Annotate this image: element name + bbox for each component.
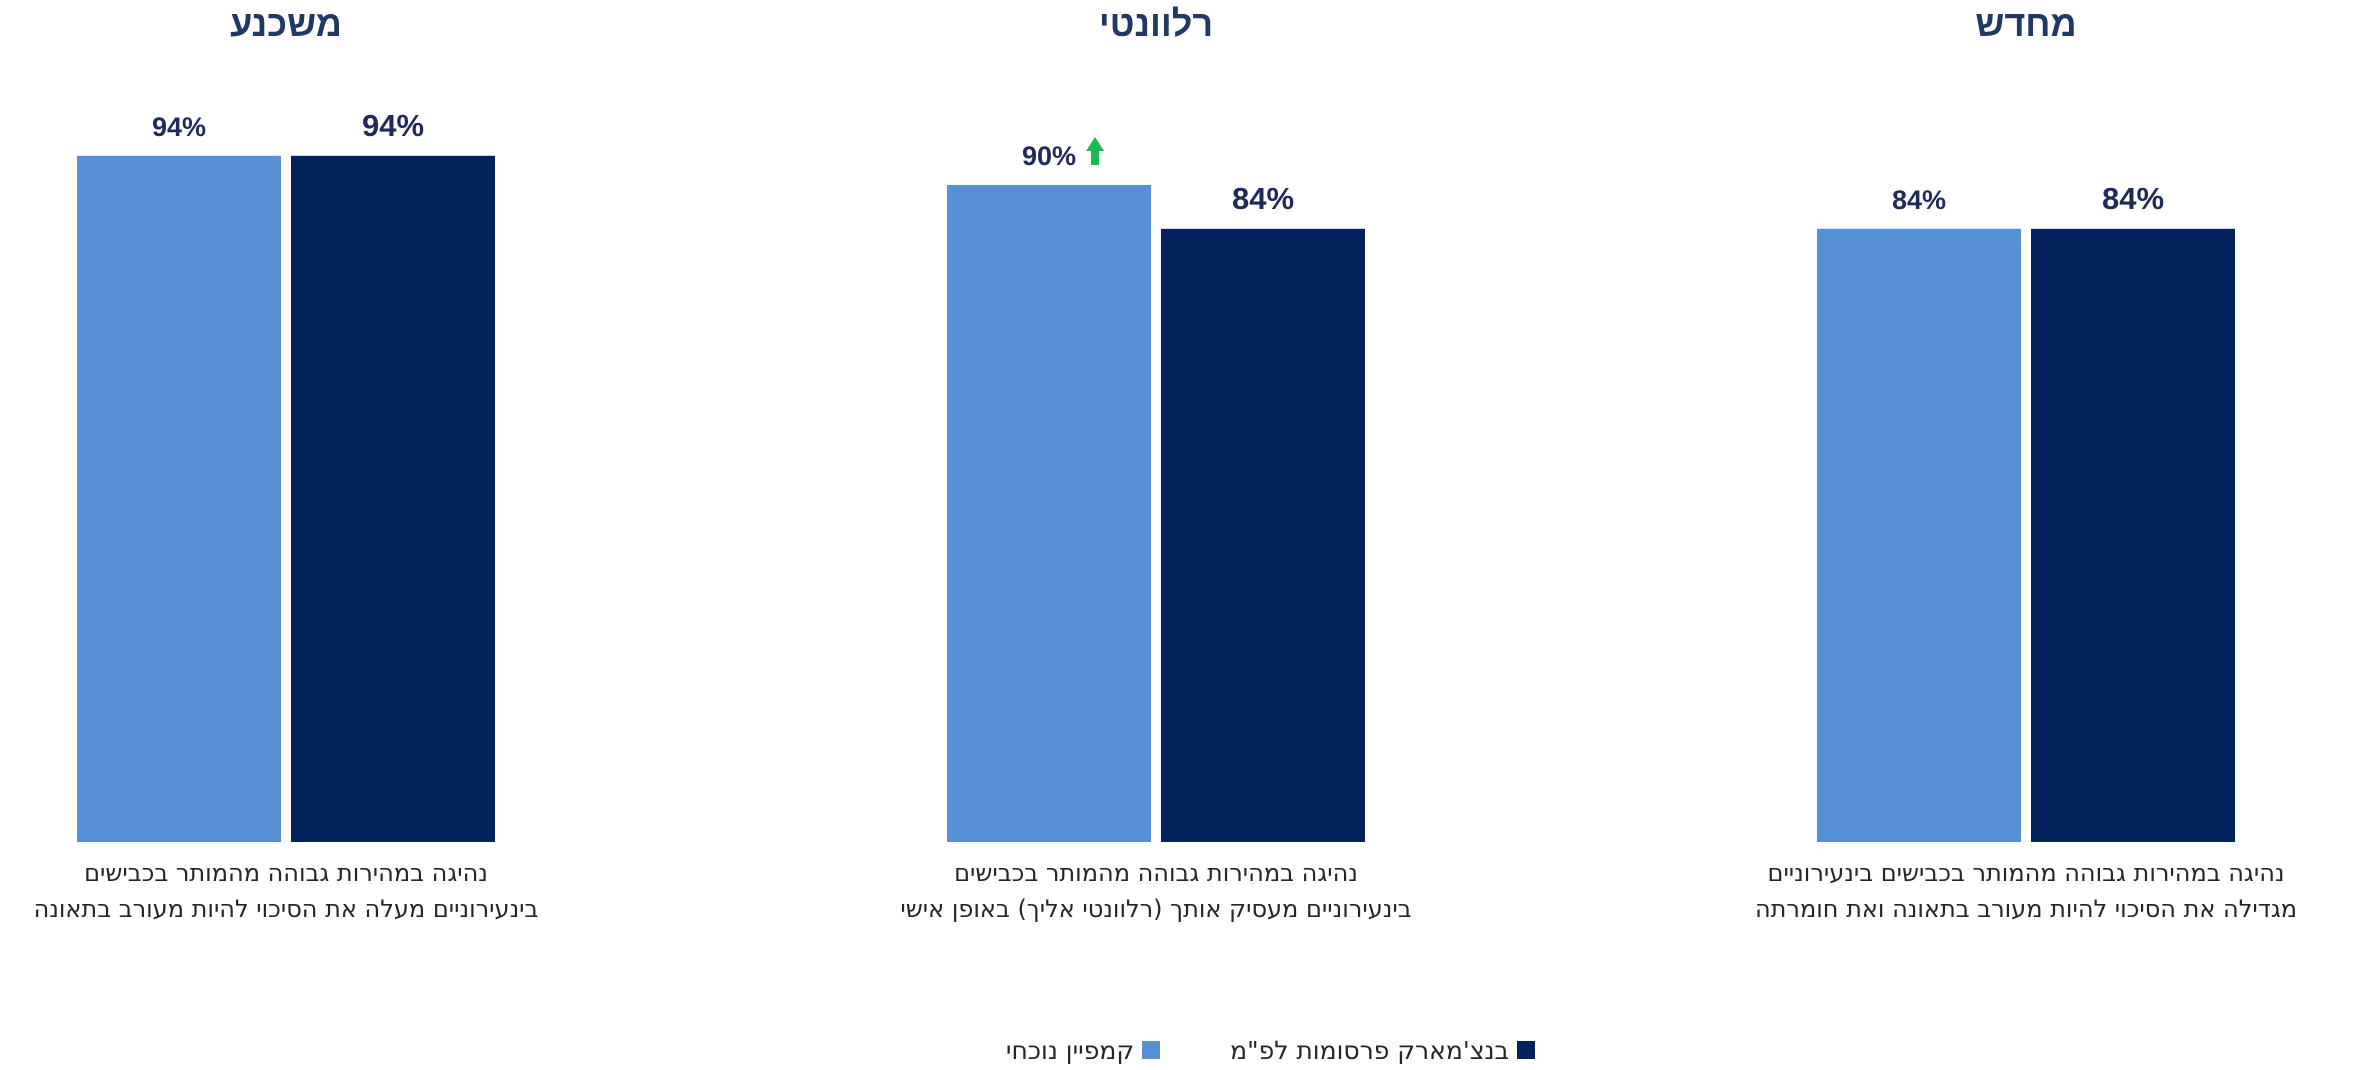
bar [77,155,281,843]
bar [947,185,1151,842]
data-label: 84% [2102,181,2164,216]
bar [291,155,495,843]
legend-swatch-current [1142,1041,1161,1059]
category-label: נהיגה במהירות גבוהה מהמותר בכבישים [84,859,488,887]
panel-title: מחדש [1975,3,2076,44]
legend-item-current: קמפיין נוכחי [1005,1035,1161,1065]
data-label: 84% [1232,181,1294,216]
legend-label-current: קמפיין נוכחי [1005,1035,1135,1065]
legend-label-benchmark: בנצ'מארק פרסומות לפ"מ [1230,1035,1509,1065]
category-label: מגדילה את הסיכוי להיות מעורב בתאונה ואת … [1755,895,2297,923]
category-label: נהיגה במהירות גבוהה מהמותר בכבישים בינעי… [1768,859,2285,887]
data-label: 90% [1022,141,1076,171]
up-arrow-icon [1086,137,1104,165]
legend-item-benchmark: בנצ'מארק פרסומות לפ"מ [1230,1036,1535,1065]
data-label: 84% [1892,185,1946,215]
panel-title: משכנע [230,3,342,44]
bar [1817,228,2021,843]
category-label: בינעירוניים מעלה את הסיכוי להיות מעורב ב… [34,895,539,923]
legend: בנצ'מארק פרסומות לפ"מ קמפיין נוכחי [835,1030,1535,1070]
category-label: נהיגה במהירות גבוהה מהמותר בכבישים [954,859,1358,887]
data-label: 94% [362,108,424,143]
bar [1161,228,1365,843]
bar [2031,228,2235,843]
data-label: 94% [152,112,206,142]
legend-swatch-benchmark [1517,1041,1535,1059]
panel-title: רלוונטי [1099,3,1213,44]
category-label: בינעירוניים מעסיק אותך (רלוונטי אליך) בא… [900,895,1411,923]
